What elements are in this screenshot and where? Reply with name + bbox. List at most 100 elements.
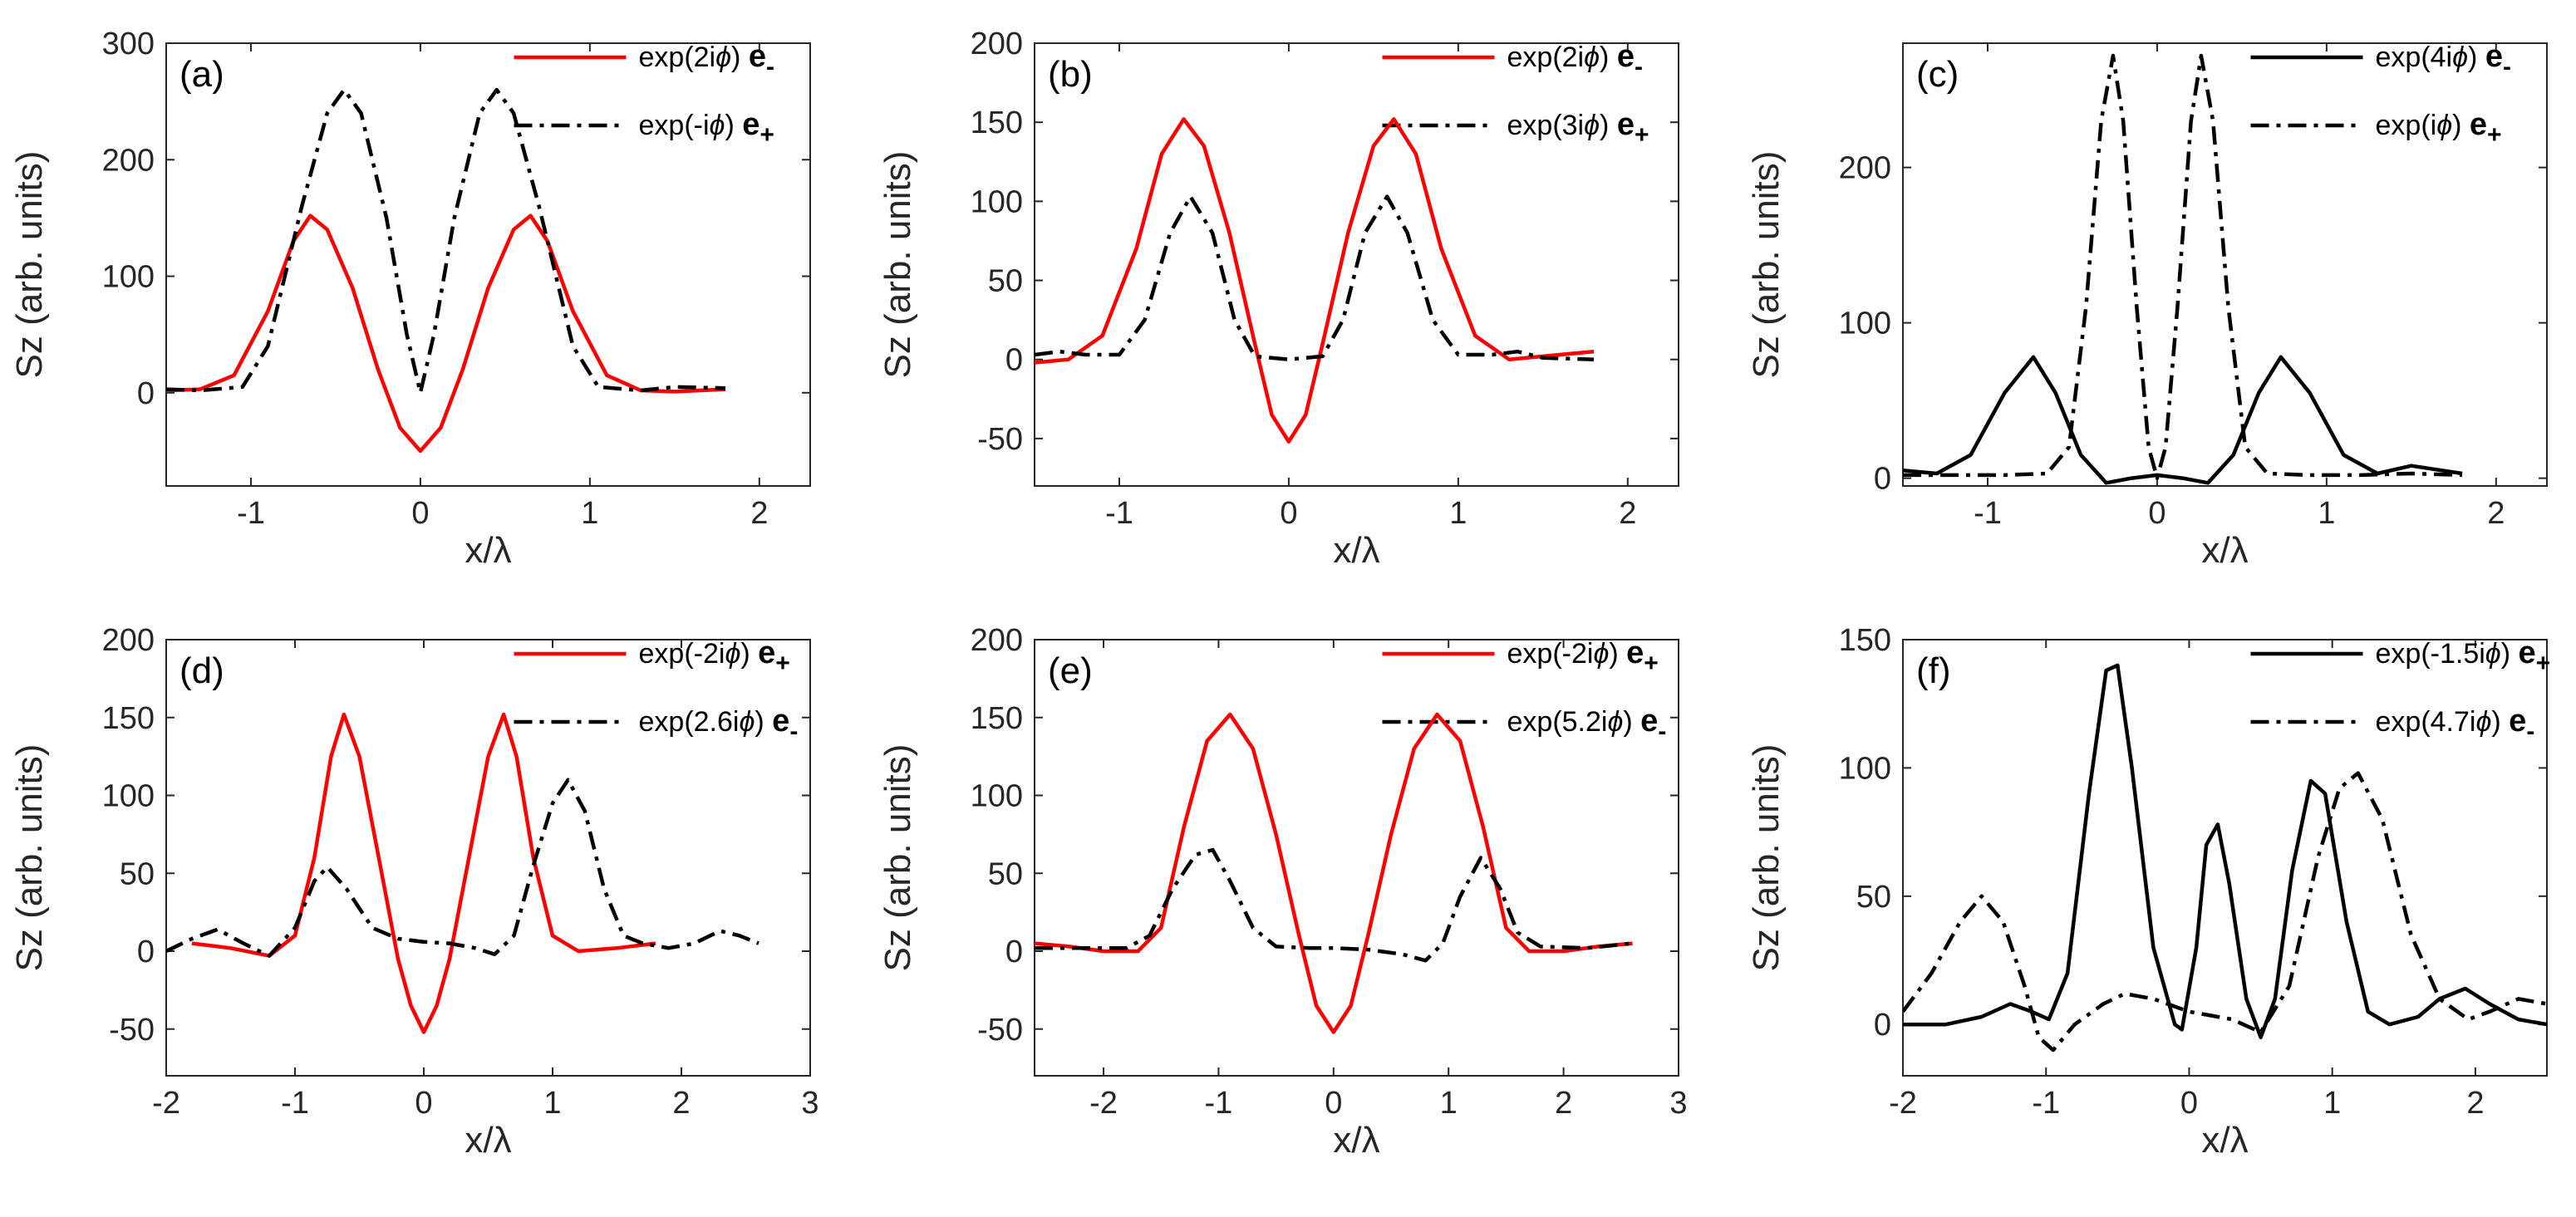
y-tick-label: 0 bbox=[1874, 1008, 1891, 1043]
x-tick-label: 2 bbox=[2466, 1086, 2484, 1121]
legend-suffix: ) bbox=[740, 638, 758, 670]
legend-phi: ϕ bbox=[710, 110, 725, 141]
legend-vector: e bbox=[758, 635, 775, 670]
x-tick-label: 0 bbox=[415, 1086, 432, 1121]
legend-label-1: exp(4iϕ) e- bbox=[2376, 39, 2511, 81]
y-tick-label: 100 bbox=[102, 779, 155, 814]
x-tick-label: 3 bbox=[1669, 1086, 1687, 1121]
legend-label-2: exp(5.2iϕ) e- bbox=[1507, 704, 1667, 745]
legend-vector: e bbox=[1617, 107, 1635, 142]
y-tick-label: 150 bbox=[971, 701, 1023, 736]
axes-box bbox=[1034, 42, 1679, 487]
x-tick-label: -2 bbox=[1089, 1086, 1118, 1121]
legend-subscript: + bbox=[2487, 121, 2502, 149]
legend-subscript: + bbox=[1644, 650, 1659, 677]
legend-prefix: exp(3i bbox=[1507, 110, 1585, 141]
y-tick-label: 200 bbox=[1839, 151, 1891, 186]
legend-label-2: exp(-iϕ) e+ bbox=[639, 107, 774, 149]
axes-box bbox=[1902, 639, 2548, 1077]
legend-prefix: exp(5.2i bbox=[1507, 706, 1608, 738]
x-tick-label: 3 bbox=[801, 1086, 819, 1121]
legend-subscript: - bbox=[1658, 718, 1666, 745]
legend-vector: e bbox=[2509, 704, 2526, 739]
series-line-1 bbox=[1903, 355, 2463, 485]
y-axis-label: Sz (arb. units) bbox=[9, 151, 50, 379]
legend-phi: ϕ bbox=[739, 706, 755, 738]
series-line-1 bbox=[1903, 663, 2547, 1039]
x-tick-label: -1 bbox=[1205, 1086, 1233, 1121]
legend-suffix: ) bbox=[755, 706, 772, 738]
legend-phi: ϕ bbox=[2485, 638, 2501, 670]
y-tick-label: 150 bbox=[1839, 623, 1891, 658]
legend: exp(-2iϕ) e+exp(2.6iϕ) e- bbox=[514, 635, 799, 745]
legend-subscript: - bbox=[1635, 53, 1643, 81]
x-tick-label: 0 bbox=[2180, 1086, 2198, 1121]
x-tick-label: -2 bbox=[1889, 1086, 1917, 1121]
legend-subscript: + bbox=[2536, 650, 2551, 677]
x-tick-label: -1 bbox=[2032, 1086, 2060, 1121]
legend-prefix: exp(4i bbox=[2376, 42, 2453, 73]
legend: exp(4iϕ) e-exp(iϕ) e+ bbox=[2250, 39, 2511, 149]
x-tick-label: 0 bbox=[411, 496, 429, 531]
y-tick-label: -50 bbox=[977, 1013, 1023, 1048]
legend-vector: e bbox=[1626, 635, 1644, 670]
chart-panel-f: -2 -1 0 1 2 0 50 100 150 x/λ Sz (arb. units) (f) exp… bbox=[1746, 623, 2550, 1161]
chart-panel-e: -2 -1 0 1 2 3 -50 0 50 100 150 200 x/λ Sz (arb. units… bbox=[878, 623, 1688, 1161]
legend-subscript: - bbox=[2503, 53, 2511, 81]
x-tick-label: 1 bbox=[2323, 1086, 2341, 1121]
y-tick-label: 50 bbox=[988, 264, 1023, 299]
x-axis-label: x/λ bbox=[2201, 1120, 2248, 1161]
y-tick-label: 100 bbox=[971, 779, 1023, 814]
legend-suffix: ) bbox=[2491, 706, 2509, 738]
x-tick-label: 0 bbox=[1280, 496, 1297, 531]
series-line-2 bbox=[1035, 194, 1595, 361]
y-tick-label: 50 bbox=[1856, 880, 1891, 915]
y-tick-label: 200 bbox=[971, 27, 1023, 61]
series-line-1 bbox=[191, 712, 656, 1034]
y-axis-label: Sz (arb. units) bbox=[1746, 151, 1787, 379]
panel-label: (f) bbox=[1916, 650, 1951, 691]
x-tick-label: -1 bbox=[281, 1086, 309, 1121]
panel-label: (e) bbox=[1048, 650, 1093, 691]
x-tick-label: 0 bbox=[2148, 496, 2166, 531]
legend-suffix: ) bbox=[1600, 110, 1617, 141]
legend-vector: e bbox=[1640, 704, 1658, 739]
series-line-2 bbox=[1903, 771, 2547, 1053]
x-tick-label: 2 bbox=[672, 1086, 690, 1121]
y-tick-label: 50 bbox=[988, 856, 1023, 891]
legend-suffix: ) bbox=[725, 110, 742, 141]
legend-phi: ϕ bbox=[725, 638, 740, 670]
x-tick-label: 1 bbox=[1449, 496, 1467, 531]
legend-phi: ϕ bbox=[2436, 110, 2452, 141]
x-tick-label: 1 bbox=[1440, 1086, 1458, 1121]
axes-box bbox=[1902, 42, 2548, 487]
legend-suffix: ) bbox=[2452, 110, 2470, 141]
legend-label-2: exp(2.6iϕ) e- bbox=[639, 704, 799, 745]
y-axis-label: Sz (arb. units) bbox=[9, 744, 50, 972]
y-tick-label: 100 bbox=[1839, 751, 1891, 786]
x-tick-label: 1 bbox=[543, 1086, 561, 1121]
y-tick-label: 0 bbox=[1005, 343, 1023, 378]
x-axis-label: x/λ bbox=[465, 530, 511, 571]
legend-suffix: ) bbox=[2468, 42, 2485, 73]
legend-prefix: exp(4.7i bbox=[2376, 706, 2476, 738]
legend-suffix: ) bbox=[1609, 638, 1626, 670]
legend-vector: e bbox=[772, 704, 789, 739]
x-tick-label: -2 bbox=[152, 1086, 180, 1121]
legend-subscript: + bbox=[1635, 121, 1649, 149]
legend-prefix: exp(i bbox=[2376, 110, 2437, 141]
chart-panel-d: -2 -1 0 1 2 3 -50 0 50 100 150 200 x/λ Sz (arb. units… bbox=[9, 623, 819, 1161]
legend-prefix: exp(-i bbox=[639, 110, 710, 141]
y-tick-label: 200 bbox=[971, 623, 1023, 658]
y-tick-label: 200 bbox=[102, 143, 155, 178]
legend: exp(2iϕ) e-exp(3iϕ) e+ bbox=[1382, 39, 1649, 149]
legend-suffix: ) bbox=[1600, 42, 1617, 73]
y-tick-label: 0 bbox=[1874, 462, 1891, 497]
y-tick-label: 0 bbox=[1005, 935, 1023, 969]
x-axis-label: x/λ bbox=[1333, 530, 1379, 571]
y-tick-label: 150 bbox=[971, 106, 1023, 140]
x-tick-label: -1 bbox=[1974, 496, 2002, 531]
chart-panel-b: -1 0 1 2 -50 0 50 100 150 200 x/λ Sz (arb. units) (b… bbox=[878, 27, 1679, 571]
x-tick-label: 2 bbox=[1555, 1086, 1572, 1121]
y-tick-label: 100 bbox=[102, 260, 155, 295]
